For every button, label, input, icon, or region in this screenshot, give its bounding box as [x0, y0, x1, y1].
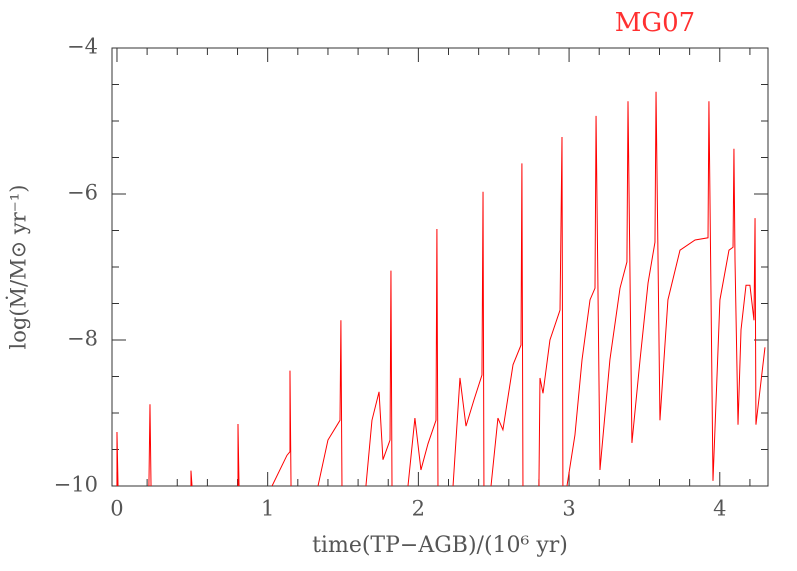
x-tick-label: 3	[562, 497, 575, 521]
y-axis-label: log(Ṁ/M⊙ yr⁻¹)	[7, 185, 31, 350]
x-tick-label: 1	[261, 497, 274, 521]
x-tick-label: 2	[412, 497, 425, 521]
plot-frame	[111, 47, 769, 487]
x-axis-label: time(TP−AGB)/(10⁶ yr)	[312, 533, 568, 558]
y-tick-label: −10	[54, 473, 98, 497]
x-tick-label: 4	[713, 497, 726, 521]
y-tick-label: −4	[67, 35, 98, 59]
y-tick-label: −8	[67, 327, 98, 351]
data-line	[116, 91, 766, 486]
y-tick-label: −6	[67, 181, 98, 205]
chart-title: MG07	[615, 8, 695, 38]
x-tick-label: 0	[110, 497, 123, 521]
